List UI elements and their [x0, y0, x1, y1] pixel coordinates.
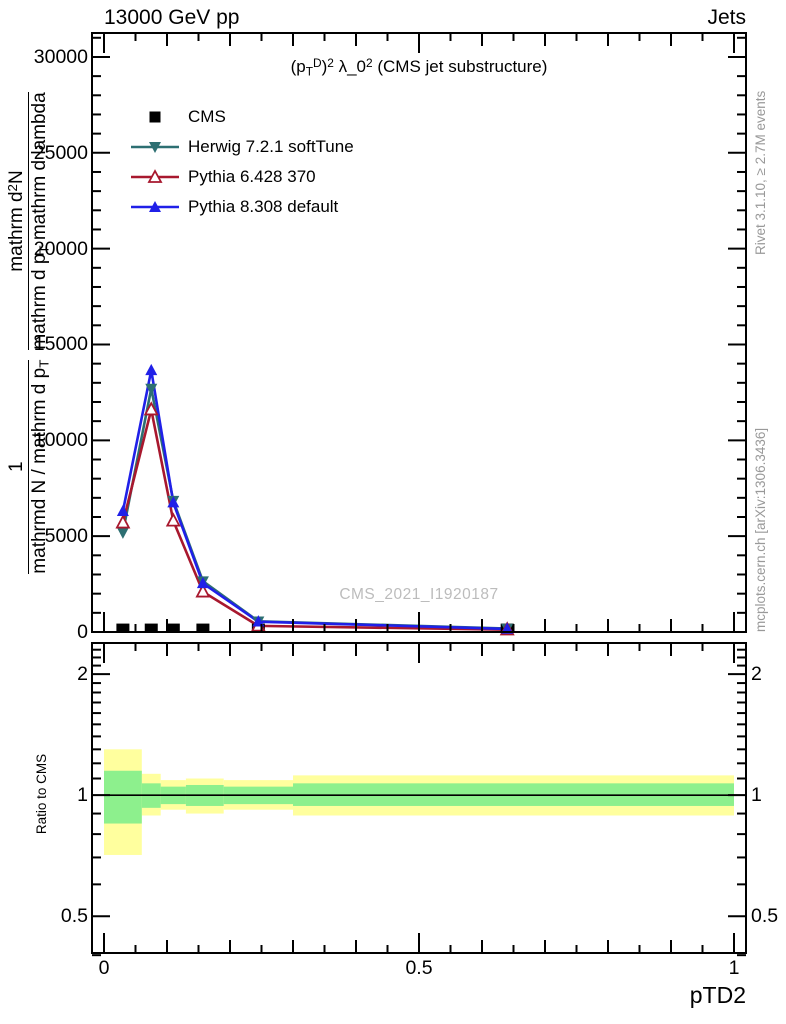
ratio-y-tick-label-right: 2 [751, 663, 762, 686]
main-y-tick-label: 5000 [44, 525, 88, 548]
legend-item-pythia6: Pythia 6.428 370 [131, 162, 354, 192]
ratio-y-tick-label-right: 1 [751, 784, 762, 807]
legend: CMS Herwig 7.2.1 softTune Pythia 6.428 3… [131, 102, 354, 222]
analysis-id-watermark: CMS_2021_I1920187 [339, 586, 499, 603]
main-y-tick-label: 0 [77, 621, 88, 643]
main-y-tick-label: 10000 [33, 429, 88, 452]
main-y-tick-label: 25000 [33, 141, 88, 164]
legend-label: Herwig 7.2.1 softTune [188, 137, 354, 156]
ratio-y-tick-label-left: 1 [77, 784, 88, 807]
legend-label: CMS [188, 107, 226, 126]
x-axis-title: pTD2 [689, 982, 746, 1008]
legend-label: Pythia 6.428 370 [188, 167, 316, 186]
legend-item-herwig: Herwig 7.2.1 softTune [131, 132, 354, 162]
x-tick-label: 0.5 [405, 957, 433, 979]
ratio-y-tick-label-right: 0.5 [751, 905, 779, 928]
x-tick-label: 0 [98, 957, 110, 979]
herwig-triangle-marker-icon [131, 139, 179, 155]
pythia8-triangle-marker-icon [131, 199, 179, 215]
mcplots-reference-note: mcplots.cern.ch [arXiv:1306.3436] [753, 427, 768, 632]
main-y-tick-label: 30000 [33, 45, 88, 68]
cms-square-marker-icon [131, 109, 179, 125]
rivet-version-note: Rivet 3.1.10, ≥ 2.7M events [753, 90, 768, 255]
ratio-y-tick-label-left: 0.5 [60, 905, 88, 928]
pythia6-triangle-marker-icon [131, 169, 179, 185]
x-tick-label: 1 [728, 957, 740, 979]
analysis-category-label: Jets [707, 6, 746, 29]
ratio-y-tick-label-left: 2 [77, 663, 88, 686]
main-y-tick-label: 15000 [33, 333, 88, 356]
beam-energy-label: 13000 GeV pp [104, 6, 240, 29]
legend-label: Pythia 8.308 default [188, 197, 339, 216]
main-y-tick-label: 20000 [33, 237, 88, 260]
legend-item-pythia8: Pythia 8.308 default [131, 192, 354, 222]
legend-item-cms: CMS [131, 102, 354, 132]
plot-title: (pTD)2 λ_02 (CMS jet substructure) [290, 56, 548, 79]
y-title-fraction-2: mathrm d2N mathrm d pT mathrm d lambda [5, 92, 52, 350]
